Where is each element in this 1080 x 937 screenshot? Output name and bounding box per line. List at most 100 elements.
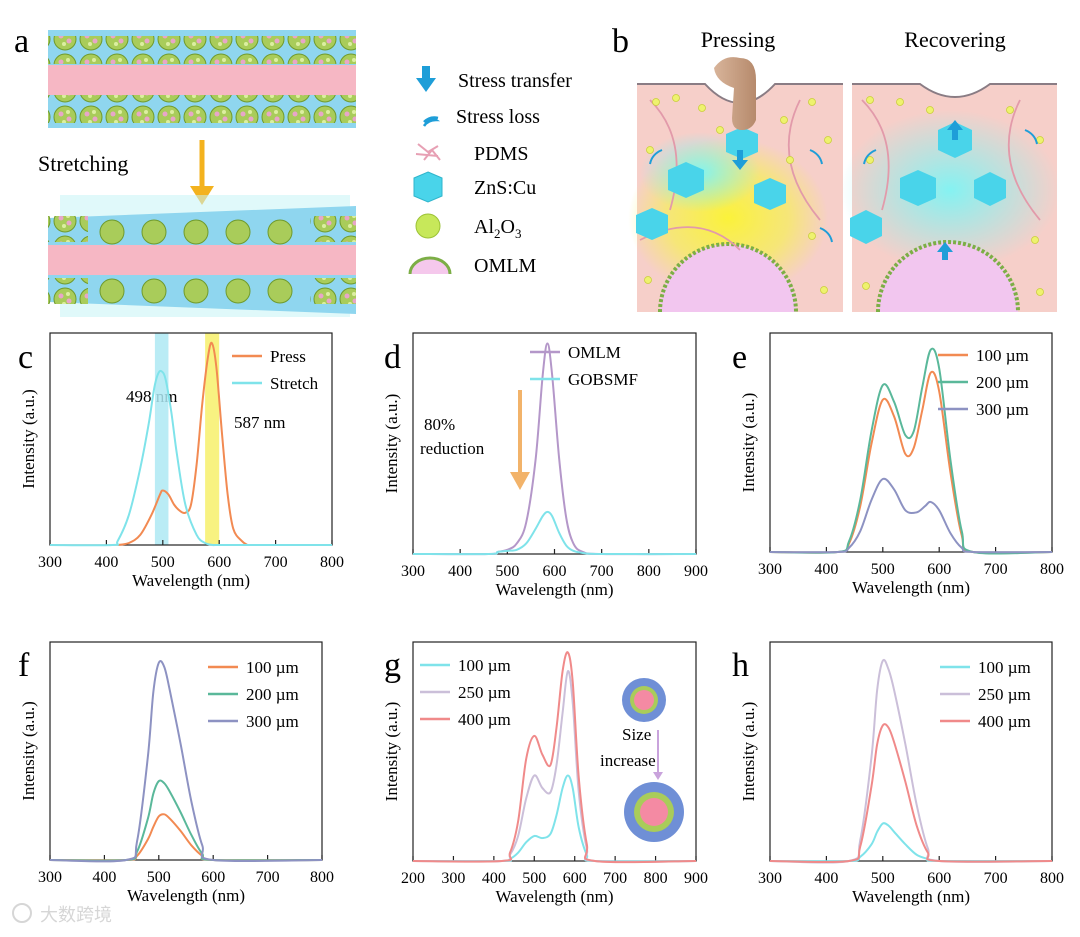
x-tick-label: 400 [92,869,116,886]
x-axis-title: Wavelength (nm) [495,580,613,599]
x-axis-title: Wavelength (nm) [852,887,970,906]
plot-frame [412,641,697,862]
x-axis-title: Wavelength (nm) [132,571,250,590]
x-tick-label: 500 [522,870,546,887]
series-line-1 [769,658,1053,864]
inset-increase-text: increase [600,751,656,770]
panel-e-label: e [732,339,747,376]
legend-label-0: 100 µm [976,346,1029,365]
panel-e: e [732,339,747,376]
x-tick-label: 700 [984,561,1008,578]
panel-f: f [18,647,30,684]
legend-pdms: PDMS [474,143,528,165]
reduction-arrow-icon [510,390,530,490]
series-line-0 [769,370,1053,555]
legend-label-1: 200 µm [976,373,1029,392]
series-line-1 [769,347,1053,555]
legend-label-1: 200 µm [246,685,299,704]
series-line-1 [49,779,323,862]
series-line-0 [117,341,248,546]
chart-d: 300 400 500 600 700 800 900 Wavelength (nm) Inte… [382,332,708,599]
x-axis-title: Wavelength (nm) [127,886,245,905]
series-line-0 [769,822,1053,863]
plot-frame [49,332,333,546]
panel-c-label: c [18,339,33,376]
x-tick-label: 300 [38,554,62,571]
x-tick-label: 300 [441,870,465,887]
legend-stress-loss: Stress loss [456,106,540,128]
panel-f-label: f [18,647,30,684]
panel-b: b Pressing Recovering [612,23,1060,313]
al2o3-sphere-icon [415,213,441,239]
size-inset: Size increase [600,678,684,842]
x-axis-title: Wavelength (nm) [495,887,613,906]
x-tick-label: 600 [563,870,587,887]
x-tick-label: 700 [264,554,288,571]
recovering-schematic [840,83,1060,313]
x-tick-label: 500 [495,563,519,580]
fiber-unstretched [48,30,356,128]
x-tick-label: 600 [543,563,567,580]
series-line-2 [49,660,323,863]
x-axis-title: Wavelength (nm) [852,578,970,597]
legend-label-2: 300 µm [246,712,299,731]
series-line-1 [412,510,697,556]
pdms-network-icon [415,143,441,161]
series-line-0 [412,774,697,863]
series-line-2 [769,477,1053,554]
finger-icon [714,57,756,130]
pressing-title: Pressing [701,27,776,52]
x-tick-label: 800 [1040,561,1064,578]
x-tick-label: 300 [38,869,62,886]
x-tick-label: 800 [310,869,334,886]
charts-layer: 300 400 500 600 700 800 Wavelength (nm) Intensi… [19,332,1064,906]
zns-cu-hexagon-icon [413,171,443,203]
panel-g: g Size increase [384,647,684,842]
legend-label-0: 100 µm [978,658,1031,677]
stretching-label: Stretching [38,151,128,176]
x-tick-label: 600 [201,869,225,886]
x-tick-label: 800 [320,554,344,571]
chart-f: 300 400 500 600 700 800 Wavelength (nm) Intensi… [19,641,334,905]
x-tick-label: 700 [256,869,280,886]
panel-d: d 80% reduction [384,339,530,490]
x-tick-label: 900 [684,563,708,580]
x-tick-label: 300 [401,563,425,580]
schematic-legend: Stress transfer Stress loss PDMS ZnS:Cu … [408,66,572,277]
legend-label-2: 400 µm [458,710,511,729]
peak-587-annotation: 587 nm [234,413,285,432]
x-tick-label: 700 [590,563,614,580]
fiber-stretched [48,195,356,317]
legend-label-0: 100 µm [246,658,299,677]
panel-b-label: b [612,23,629,60]
x-tick-label: 500 [871,870,895,887]
plot-frame [769,332,1053,553]
x-tick-label: 800 [1040,870,1064,887]
x-tick-label: 400 [482,870,506,887]
panel-g-label: g [384,647,401,684]
x-tick-label: 800 [637,563,661,580]
x-tick-label: 500 [151,554,175,571]
y-axis-title: Intensity (a.u.) [19,701,38,801]
legend-omlm: OMLM [474,255,536,277]
panel-h: h [732,647,749,684]
legend-label-1: 250 µm [458,683,511,702]
legend-stress-transfer: Stress transfer [458,70,572,92]
reduction-annotation-line1: 80% [424,415,455,434]
chart-h: 300 400 500 600 700 800 Wavelength (nm) Intensi… [739,641,1064,906]
x-tick-label: 500 [147,869,171,886]
legend-label-0: Press [270,347,306,366]
series-line-1 [49,369,332,547]
legend-label-1: 250 µm [978,685,1031,704]
stress-loss-wave-icon [422,116,441,127]
chart-e: 300 400 500 600 700 800 Wavelength (nm) Intensi… [739,332,1064,597]
series-line-2 [412,651,697,864]
panel-c: c 498 nm 587 nm [18,339,285,432]
panel-a: a Stretching [14,23,356,317]
y-axis-title: Intensity (a.u.) [382,394,401,494]
legend-zns-cu: ZnS:Cu [474,177,536,199]
chart-c: 300 400 500 600 700 800 Wavelength (nm) Intensi… [19,332,344,590]
x-tick-label: 400 [94,554,118,571]
legend-label-0: OMLM [568,343,621,362]
x-tick-label: 400 [814,870,838,887]
